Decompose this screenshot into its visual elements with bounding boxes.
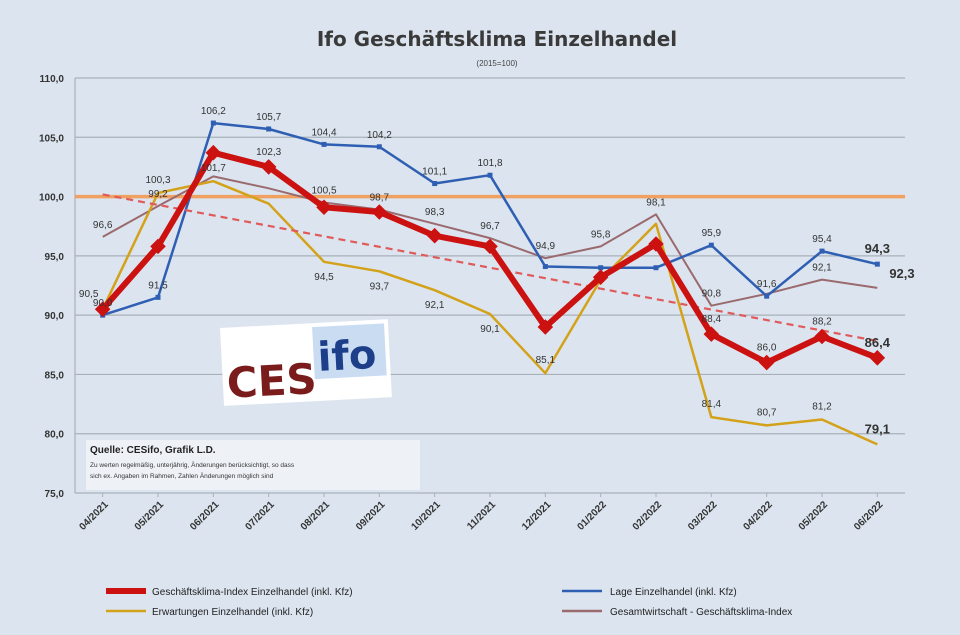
y-axis: 75,0 80,0 85,0 90,0 95,0 100,0 105,0 110,0: [39, 74, 76, 500]
data-point-lage: [708, 242, 714, 248]
data-point-lage: [210, 120, 216, 126]
data-label-erwartungen: 92,1: [425, 300, 445, 311]
data-point-klima: [371, 204, 388, 220]
series-line-gesamtwirtschaft: [102, 175, 878, 307]
legend-label-klima: Geschäftsklima-Index Einzelhandel (inkl.…: [152, 587, 353, 598]
source-box: [86, 440, 420, 490]
y-tick-label: 80,0: [45, 430, 65, 441]
data-point-lage: [598, 265, 604, 271]
data-point-lage: [542, 264, 548, 270]
data-label-lage: 91,5: [148, 280, 168, 291]
data-point-lage: [155, 294, 161, 300]
data-label-erwartungen: 79,1: [865, 421, 890, 436]
y-tick-label: 95,0: [45, 252, 65, 263]
data-point-klima: [260, 159, 277, 175]
legend-label-gesamtwirtschaft: Gesamtwirtschaft - Geschäftsklima-Index: [610, 607, 792, 618]
data-point-lage: [874, 261, 880, 267]
data-label-gesamtwirtschaft: 94,9: [536, 241, 556, 252]
data-label-klima: 88,2: [812, 316, 832, 327]
data-point-klima: [316, 199, 332, 216]
data-label-lage: 101,8: [477, 158, 502, 169]
y-tick-label: 85,0: [45, 370, 65, 381]
data-point-lage: [321, 141, 327, 147]
logo-ifo-text: ifo: [316, 332, 377, 381]
data-point-klima: [648, 236, 664, 252]
data-point-lage: [819, 248, 825, 254]
data-label-lage: 101,1: [422, 167, 447, 178]
data-label-erwartungen: 81,2: [812, 401, 832, 412]
data-label-gesamtwirtschaft: 100,5: [311, 186, 336, 197]
data-point-klima: [426, 227, 443, 244]
data-label-erwartungen: 81,4: [702, 399, 722, 410]
data-label-gesamtwirtschaft: 96,6: [93, 220, 113, 231]
data-label-gesamtwirtschaft: 96,7: [480, 221, 500, 232]
data-point-klima: [150, 238, 166, 255]
data-label-gesamtwirtschaft: 98,3: [425, 207, 445, 218]
y-tick-label: 110,0: [40, 74, 65, 85]
logo-ifo-panel: [312, 323, 387, 380]
legend-label-erwartungen: Erwartungen Einzelhandel (inkl. Kfz): [152, 607, 313, 618]
data-point-lage: [653, 265, 659, 271]
y-tick-label: 75,0: [45, 489, 65, 500]
legend-label-lage: Lage Einzelhandel (inkl. Kfz): [610, 587, 737, 598]
data-label-gesamtwirtschaft: 98,7: [370, 193, 390, 204]
data-label-lage: 105,7: [256, 112, 281, 123]
data-label-erwartungen: 100,3: [145, 175, 170, 186]
source-note: Quelle: CESifo, Grafik L.D. Zu werten re…: [86, 440, 420, 490]
data-label-erwartungen: 85,1: [536, 355, 556, 366]
data-label-lage: 106,2: [201, 106, 226, 117]
data-label-lage: 90,0: [93, 298, 113, 309]
data-label-klima: 86,4: [865, 335, 891, 350]
data-point-lage: [487, 172, 493, 178]
data-label-erwartungen: 93,7: [370, 281, 390, 292]
data-label-lage: 104,2: [367, 130, 392, 141]
y-tick-label: 90,0: [45, 311, 65, 322]
data-label-lage: 95,4: [812, 234, 832, 245]
data-labels: 90,5 102,3 88,4 86,0 88,2 86,4 90,0 91,5 106,2 10…: [79, 106, 915, 436]
series-layer: [75, 120, 905, 446]
data-point-lage: [764, 293, 770, 299]
data-label-gesamtwirtschaft: 90,8: [702, 289, 722, 300]
data-label-lage: 104,4: [311, 127, 336, 138]
data-label-gesamtwirtschaft: 98,1: [646, 197, 666, 208]
data-label-lage: 95,9: [702, 228, 722, 239]
data-point-klima: [205, 144, 222, 161]
data-label-gesamtwirtschaft: 92,1: [812, 263, 832, 274]
data-label-klima: 90,5: [79, 289, 99, 300]
data-label-erwartungen: 101,7: [201, 163, 226, 174]
data-label-erwartungen: 90,1: [480, 324, 500, 335]
series-line-erwartungen: [101, 179, 878, 446]
source-line: Zu werten regelmäßig, unterjährig, Änder…: [90, 461, 295, 469]
data-label-erwartungen: 94,5: [314, 272, 334, 283]
source-title: Quelle: CESifo, Grafik L.D.: [90, 445, 216, 456]
data-label-lage: 91,6: [757, 279, 777, 290]
data-label-gesamtwirtschaft: 92,3: [889, 266, 914, 281]
logo-ces-text: CES: [226, 354, 318, 408]
data-point-klima: [482, 238, 498, 255]
chart-subtitle: (2015=100): [476, 59, 517, 68]
data-label-erwartungen: 80,7: [757, 407, 777, 418]
source-line: sich ex. Angaben im Rahmen, Zahlen Änder…: [90, 472, 274, 480]
legend: Geschäftsklima-Index Einzelhandel (inkl.…: [106, 587, 792, 618]
data-point-lage: [432, 181, 438, 187]
data-point-lage: [266, 126, 272, 132]
data-label-gesamtwirtschaft: 95,8: [591, 229, 611, 240]
y-tick-label: 100,0: [39, 193, 64, 204]
data-label-klima: 102,3: [256, 147, 281, 158]
data-label-klima: 88,4: [702, 314, 722, 325]
data-point-lage: [376, 144, 382, 150]
chart-title: Ifo Geschäftsklima Einzelhandel: [317, 27, 677, 51]
data-label-gesamtwirtschaft: 99,2: [148, 189, 168, 200]
cesifo-logo: CES ifo: [220, 319, 392, 408]
data-label-lage: 94,3: [865, 241, 890, 256]
data-label-klima: 86,0: [757, 343, 777, 354]
y-tick-label: 105,0: [39, 133, 64, 144]
